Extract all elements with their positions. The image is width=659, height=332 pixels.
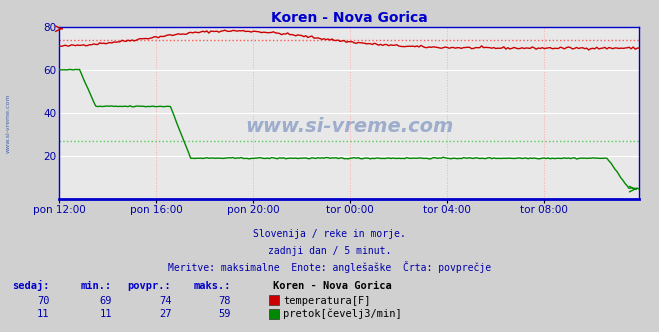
- Text: temperatura[F]: temperatura[F]: [283, 296, 371, 306]
- Text: 70: 70: [37, 296, 49, 306]
- Text: povpr.:: povpr.:: [128, 281, 171, 291]
- Text: 27: 27: [159, 309, 171, 319]
- Text: min.:: min.:: [81, 281, 112, 291]
- Text: pretok[čevelj3/min]: pretok[čevelj3/min]: [283, 308, 402, 319]
- Title: Koren - Nova Gorica: Koren - Nova Gorica: [271, 11, 428, 25]
- Text: zadnji dan / 5 minut.: zadnji dan / 5 minut.: [268, 246, 391, 256]
- Text: 59: 59: [218, 309, 231, 319]
- Text: Koren - Nova Gorica: Koren - Nova Gorica: [273, 281, 392, 291]
- Text: 78: 78: [218, 296, 231, 306]
- Text: www.si-vreme.com: www.si-vreme.com: [5, 93, 11, 153]
- Text: 74: 74: [159, 296, 171, 306]
- Text: sedaj:: sedaj:: [12, 280, 49, 291]
- Text: 11: 11: [100, 309, 112, 319]
- Text: www.si-vreme.com: www.si-vreme.com: [245, 117, 453, 136]
- Text: Meritve: maksimalne  Enote: anglešaške  Črta: povprečje: Meritve: maksimalne Enote: anglešaške Čr…: [168, 261, 491, 273]
- Text: maks.:: maks.:: [193, 281, 231, 291]
- Text: 11: 11: [37, 309, 49, 319]
- Text: Slovenija / reke in morje.: Slovenija / reke in morje.: [253, 229, 406, 239]
- Text: 69: 69: [100, 296, 112, 306]
